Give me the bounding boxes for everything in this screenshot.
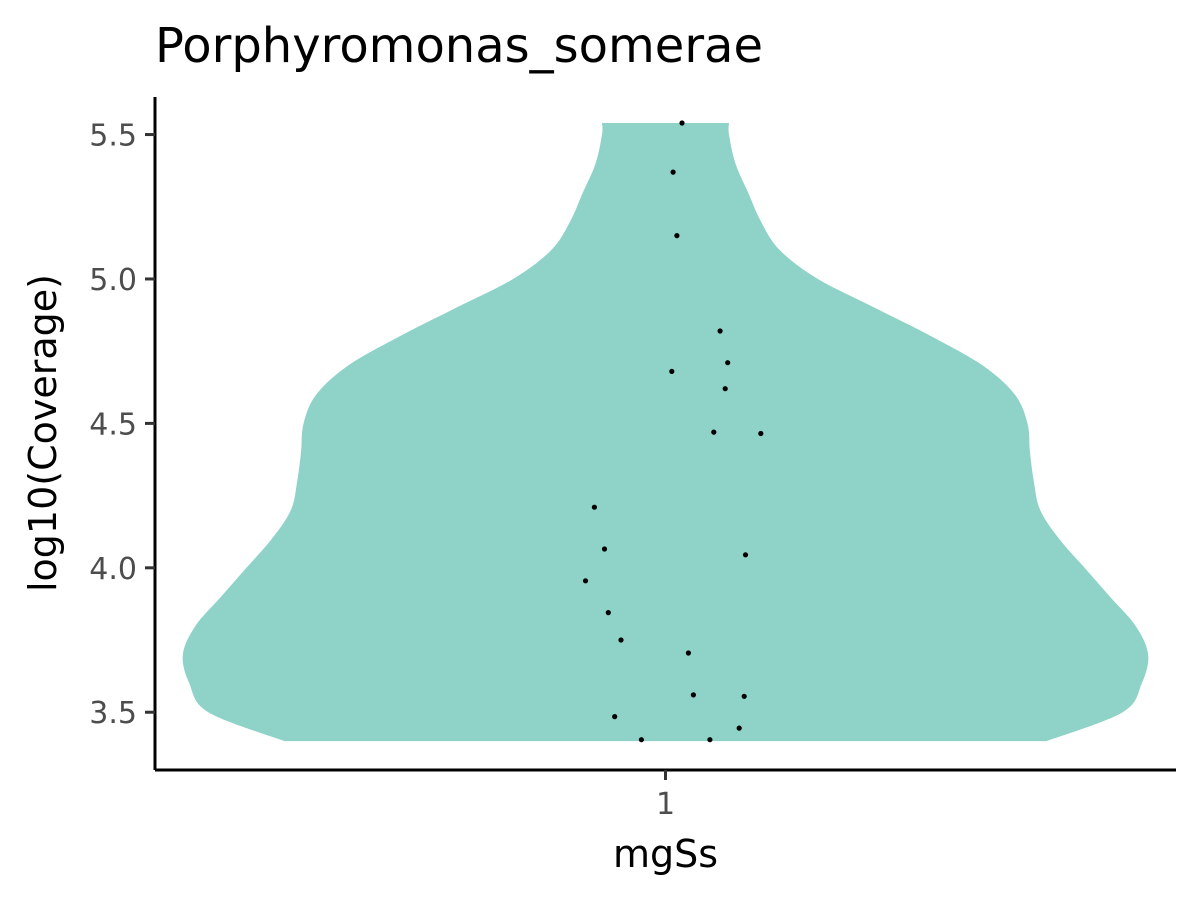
data-point: [591, 504, 598, 510]
data-point: [669, 368, 675, 374]
violin-layer: [182, 123, 1149, 742]
data-point: [742, 552, 749, 558]
chart-title: Porphyromonas_somerae: [155, 18, 763, 74]
data-point: [722, 386, 728, 392]
data-point: [674, 233, 680, 239]
data-point: [670, 169, 676, 175]
violin-body: [182, 123, 1149, 742]
data-point: [717, 328, 723, 334]
y-tick-label: 4.0: [89, 552, 137, 587]
data-point: [725, 360, 731, 366]
data-point: [618, 637, 624, 643]
x-axis-title: mgSs: [613, 832, 718, 876]
data-point: [690, 692, 697, 698]
data-point: [679, 120, 685, 126]
y-tick-label: 5.0: [89, 263, 137, 298]
y-tick-label: 4.5: [89, 407, 137, 442]
y-tick-label: 3.5: [89, 696, 137, 731]
data-point: [736, 725, 742, 731]
data-point: [582, 578, 589, 584]
data-point: [711, 429, 717, 435]
data-point: [741, 693, 747, 699]
data-point: [685, 650, 692, 656]
points-layer: [582, 120, 764, 743]
data-point: [605, 610, 611, 616]
y-tick-label: 5.5: [89, 119, 137, 154]
data-point: [601, 546, 608, 552]
y-axis-title: log10(Coverage): [21, 274, 65, 592]
data-point: [758, 430, 764, 437]
ticks-layer: 3.5 4.0 4.5 5.0 5.5 1: [89, 119, 675, 822]
x-tick-label: 1: [656, 787, 675, 822]
data-point: [638, 737, 645, 743]
data-point: [707, 737, 713, 743]
data-point: [612, 714, 618, 720]
